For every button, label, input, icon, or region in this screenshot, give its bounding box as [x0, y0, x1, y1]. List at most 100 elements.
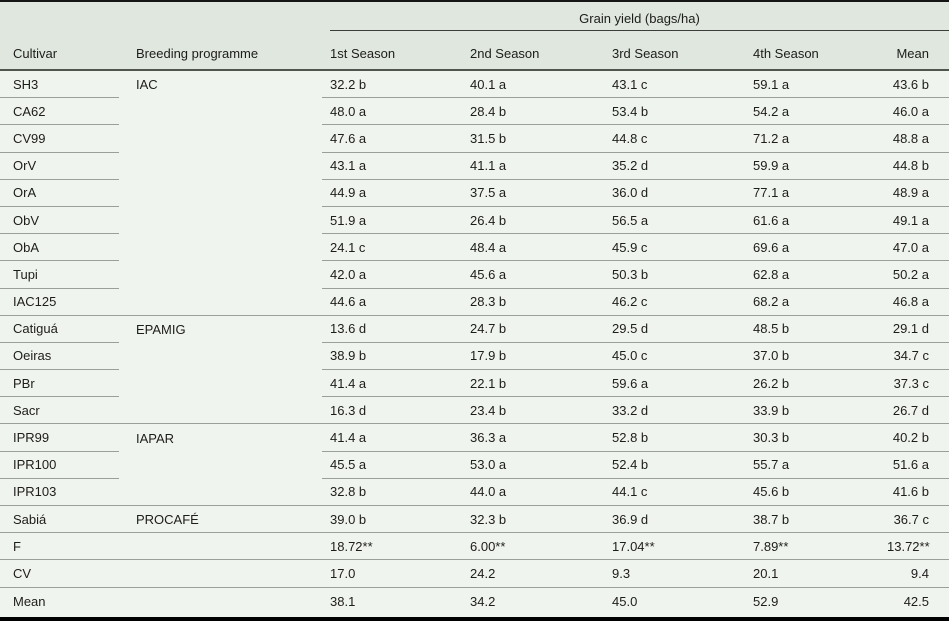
- cultivar-cell: Mean: [13, 593, 46, 609]
- mean-value-cell: 49.1 a: [887, 207, 949, 235]
- programme-cell: [119, 125, 322, 152]
- mean-value-cell: 47.0 a: [887, 234, 949, 262]
- mean-value-cell: 43.6 b: [887, 71, 949, 99]
- season-2-value-cell: 44.0 a: [462, 479, 604, 506]
- column-header-programme: Breeding programme: [136, 46, 259, 61]
- mean-value-cell: 13.72**: [887, 533, 949, 561]
- mean-value-cell: 34.7 c: [887, 343, 949, 371]
- cultivar-cell: CV: [0, 560, 119, 588]
- programme-cell: [119, 452, 322, 479]
- season-2-value-cell: 34.2: [470, 593, 496, 609]
- season-4-value-cell: 61.6 a: [745, 207, 887, 235]
- mean-value-cell: 9.4: [887, 560, 949, 588]
- programme-cell: [119, 343, 322, 370]
- season-4-value-cell: 20.1: [745, 560, 887, 588]
- season-4-value-cell: 7.89**: [745, 533, 887, 561]
- season-3-value-cell: 52.8 b: [604, 424, 745, 452]
- column-header-cultivar: Cultivar: [13, 46, 58, 61]
- programme-cell: [119, 289, 322, 316]
- cultivar-cell: Oeiras: [0, 343, 119, 371]
- season-1-value-cell: 41.4 a: [322, 424, 462, 452]
- mean-value-cell: 36.7 c: [887, 506, 949, 534]
- season-1-value-cell: 47.6 a: [322, 125, 462, 153]
- table-row: OrV 43.1 a 41.1 a 35.2 d 59.9 a 44.8 b: [0, 153, 949, 180]
- programme-cell: EPAMIG: [136, 321, 186, 337]
- season-1-value-cell: 48.0 a: [322, 98, 462, 126]
- table-row: Tupi 42.0 a 45.6 a 50.3 b 62.8 a 50.2 a: [0, 261, 949, 289]
- programme-cell: [119, 261, 322, 288]
- season-2-value-cell: 41.1 a: [462, 153, 604, 180]
- cultivar-cell: ObV: [0, 207, 119, 235]
- programme-cell: IAC: [136, 77, 158, 93]
- season-1-value-cell: 32.8 b: [322, 479, 462, 506]
- cultivar-cell: Catiguá: [0, 316, 119, 343]
- programme-cell: [119, 207, 322, 234]
- season-3-value-cell: 45.9 c: [604, 234, 745, 262]
- season-4-value-cell: 26.2 b: [745, 370, 887, 398]
- table-row: CV99 47.6 a 31.5 b 44.8 c 71.2 a 48.8 a: [0, 125, 949, 153]
- cultivar-cell: PBr: [0, 370, 119, 398]
- cultivar-cell: OrV: [0, 153, 119, 180]
- season-1-value-cell: 44.6 a: [322, 289, 462, 316]
- mean-value-cell: 48.9 a: [887, 180, 949, 207]
- season-4-value-cell: 52.9: [753, 593, 779, 609]
- season-4-value-cell: 48.5 b: [745, 316, 887, 343]
- season-3-value-cell: 36.0 d: [604, 180, 745, 207]
- season-1-value-cell: 51.9 a: [322, 207, 462, 235]
- table-row: IPR103 32.8 b 44.0 a 44.1 c 45.6 b 41.6 b: [0, 479, 949, 506]
- table-row: Oeiras 38.9 b 17.9 b 45.0 c 37.0 b 34.7 c: [0, 343, 949, 371]
- column-header-mean: Mean: [896, 46, 929, 61]
- season-3-value-cell: 44.8 c: [604, 125, 745, 153]
- programme-cell: [119, 560, 322, 588]
- season-3-value-cell: 46.2 c: [604, 289, 745, 316]
- table-header: Grain yield (bags/ha) Cultivar Breeding …: [0, 2, 949, 71]
- season-2-value-cell: 40.1 a: [462, 71, 604, 99]
- cultivar-cell: F: [0, 533, 119, 561]
- season-1-value-cell: 44.9 a: [322, 180, 462, 207]
- programme-cell: [119, 153, 322, 180]
- cultivar-cell: IAC125: [0, 289, 119, 316]
- table-body: SH3 IAC 32.2 b 40.1 a 43.1 c 59.1 a 43.6 b CA62…: [0, 71, 949, 615]
- season-2-value-cell: 24.2: [462, 560, 604, 588]
- season-1-value-cell: 38.9 b: [322, 343, 462, 371]
- season-1-value-cell: 38.1: [330, 593, 356, 609]
- season-4-value-cell: 71.2 a: [745, 125, 887, 153]
- season-1-value-cell: 16.3 d: [322, 397, 462, 425]
- table-row: Mean 38.1 34.2 45.0 52.9 42.5: [0, 588, 949, 615]
- season-1-value-cell: 45.5 a: [322, 452, 462, 479]
- season-3-value-cell: 59.6 a: [604, 370, 745, 398]
- season-4-value-cell: 54.2 a: [745, 98, 887, 126]
- season-2-value-cell: 53.0 a: [462, 452, 604, 479]
- mean-value-cell: 46.8 a: [887, 289, 949, 316]
- season-3-value-cell: 50.3 b: [604, 261, 745, 289]
- season-2-value-cell: 31.5 b: [462, 125, 604, 153]
- season-1-value-cell: 41.4 a: [322, 370, 462, 398]
- table-row: SH3 IAC 32.2 b 40.1 a 43.1 c 59.1 a 43.6 b: [0, 71, 949, 99]
- cultivar-cell: CV99: [0, 125, 119, 153]
- mean-value-cell: 51.6 a: [887, 452, 949, 479]
- season-4-value-cell: 68.2 a: [745, 289, 887, 316]
- season-3-value-cell: 56.5 a: [604, 207, 745, 235]
- programme-cell: [119, 397, 322, 425]
- season-2-value-cell: 17.9 b: [462, 343, 604, 371]
- mean-value-cell: 41.6 b: [887, 479, 949, 506]
- header-span-row: Grain yield (bags/ha): [0, 2, 949, 31]
- season-4-value-cell: 30.3 b: [745, 424, 887, 452]
- cultivar-cell: Tupi: [0, 261, 119, 289]
- season-2-value-cell: 28.4 b: [462, 98, 604, 126]
- mean-value-cell: 40.2 b: [887, 424, 949, 452]
- season-3-value-cell: 35.2 d: [604, 153, 745, 180]
- mean-value-cell: 48.8 a: [887, 125, 949, 153]
- season-1-value-cell: 24.1 c: [322, 234, 462, 262]
- mean-value-cell: 44.8 b: [887, 153, 949, 180]
- programme-cell: [119, 98, 322, 125]
- programme-cell: [119, 180, 322, 207]
- season-2-value-cell: 28.3 b: [462, 289, 604, 316]
- season-4-value-cell: 45.6 b: [745, 479, 887, 506]
- mean-value-cell: 26.7 d: [887, 397, 949, 425]
- programme-cell: [119, 533, 322, 561]
- cultivar-cell: IPR100: [0, 452, 119, 479]
- season-4-value-cell: 33.9 b: [745, 397, 887, 425]
- season-1-value-cell: 42.0 a: [322, 261, 462, 289]
- column-header-season-4: 4th Season: [753, 46, 819, 61]
